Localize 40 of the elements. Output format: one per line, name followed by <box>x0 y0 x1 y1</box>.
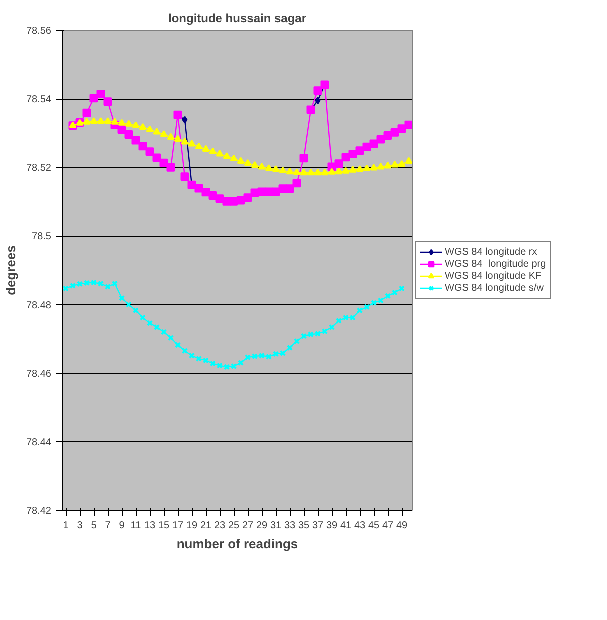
x-tick-label: 19 <box>186 520 198 532</box>
x-tick-label: 37 <box>312 520 324 532</box>
x-tick-label: 43 <box>354 520 366 532</box>
y-tick-label: 78.48 <box>26 300 52 312</box>
x-axis-title: number of readings <box>176 536 298 552</box>
x-tick-label: 17 <box>172 520 184 532</box>
x-tick-label: 27 <box>242 520 254 532</box>
x-tick-label: 49 <box>396 520 408 532</box>
x-tick-label: 7 <box>105 520 112 532</box>
y-tick-label: 78.44 <box>26 437 52 448</box>
legend-label: WGS 84 longitude KF <box>445 270 542 282</box>
legend-label: WGS 84 longitude s/w <box>445 282 544 294</box>
x-tick-label: 15 <box>158 520 170 532</box>
x-tick-label: 3 <box>77 520 84 532</box>
x-tick-label: 33 <box>284 520 296 532</box>
y-tick-label: 78.5 <box>32 232 52 243</box>
x-tick-label: 35 <box>298 520 310 532</box>
x-tick-label: 21 <box>200 520 212 532</box>
x-tick-label: 13 <box>144 520 156 532</box>
x-tick-label: 45 <box>368 520 380 532</box>
x-tick-label: 23 <box>214 520 226 532</box>
y-axis-title: degrees <box>3 246 18 296</box>
x-tick-label: 25 <box>228 520 240 532</box>
x-tick-label: 9 <box>119 520 126 532</box>
y-tick-label: 78.56 <box>26 26 52 37</box>
legend-label: WGS 84 longitude prg <box>445 258 546 270</box>
x-tick-label: 11 <box>130 520 142 532</box>
y-tick-label: 78.42 <box>26 506 52 517</box>
x-tick-label: 29 <box>256 520 268 532</box>
x-tick-label: 31 <box>270 520 282 532</box>
x-tick-label: 5 <box>91 520 98 532</box>
y-tick-label: 78.54 <box>26 94 52 106</box>
y-tick-label: 78.52 <box>26 163 52 174</box>
x-tick-label: 41 <box>340 520 352 532</box>
x-tick-label: 39 <box>326 520 338 532</box>
x-tick-label: 47 <box>382 520 394 532</box>
x-tick-label: 1 <box>63 520 70 532</box>
y-tick-label: 78.46 <box>26 368 52 380</box>
chart-title: longitude hussain sagar <box>168 12 307 26</box>
legend-label: WGS 84 longitude rx <box>445 246 538 258</box>
